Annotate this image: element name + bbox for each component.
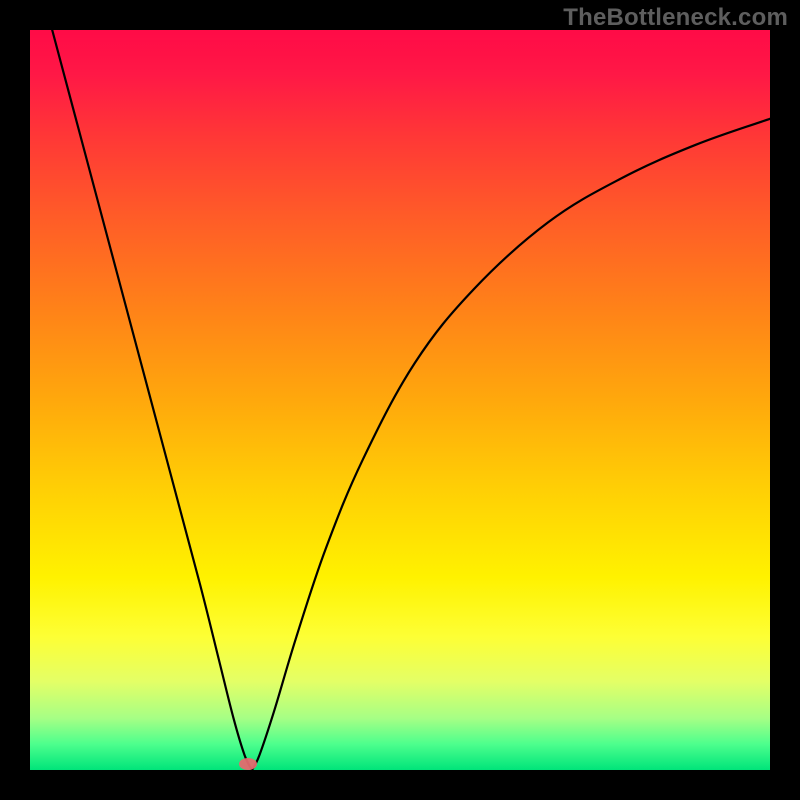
plot-background (30, 30, 770, 770)
watermark-text: TheBottleneck.com (563, 4, 788, 32)
chart-stage: TheBottleneck.com (0, 0, 800, 800)
chart-svg (0, 0, 800, 800)
